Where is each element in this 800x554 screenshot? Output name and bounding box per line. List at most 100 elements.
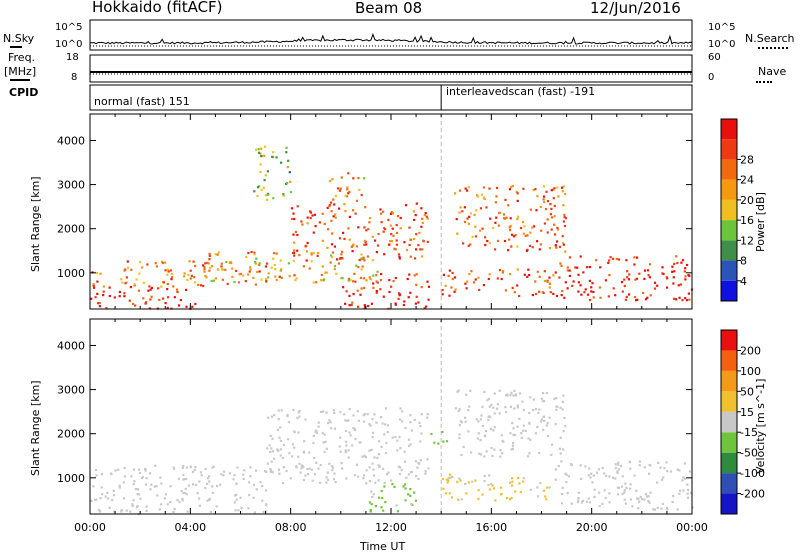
velocity-echo-cell	[384, 452, 388, 455]
power-echo-cell	[677, 284, 680, 287]
power-echo-cell	[360, 257, 363, 260]
power-echo-cell	[420, 255, 424, 258]
velocity-echo-cell	[364, 456, 367, 459]
velocity-echo-cell	[300, 467, 303, 470]
power-echo-cell	[528, 244, 532, 247]
velocity-echo-cell	[683, 462, 686, 465]
power-echo-cell	[395, 239, 398, 242]
power-echo-cell	[166, 283, 169, 286]
velocity-echo-cell	[687, 488, 690, 491]
power-echo-cell	[476, 195, 480, 198]
power-echo-cell	[482, 186, 485, 189]
velocity-echo-cell	[511, 477, 514, 480]
power-echo-cell	[566, 269, 569, 272]
power-echo-cell	[333, 203, 336, 206]
velocity-echo-cell	[242, 477, 245, 480]
power-ytick-label: 1000	[57, 267, 85, 280]
velocity-echo-cell	[211, 485, 214, 488]
power-echo-cell	[126, 260, 129, 263]
power-echo-cell	[361, 265, 364, 268]
velocity-echo-cell	[662, 476, 665, 479]
velocity-echo-cell	[418, 421, 421, 424]
velocity-echo-cell	[555, 397, 558, 400]
power-echo-cell	[604, 279, 607, 282]
power-echo-cell	[586, 293, 590, 296]
power-echo-cell	[288, 171, 291, 174]
velocity-echo-cell	[362, 477, 365, 480]
power-echo-cell	[653, 287, 657, 290]
velocity-echo-cell	[424, 472, 427, 475]
power-echo-cell	[352, 177, 355, 180]
power-echo-cell	[688, 274, 691, 277]
velocity-echo-cell	[154, 464, 157, 467]
power-echo-cell	[259, 171, 262, 174]
power-echo-cell	[286, 182, 289, 185]
power-echo-cell	[280, 276, 283, 279]
power-echo-cell	[539, 205, 542, 209]
power-echo-cell	[220, 262, 223, 265]
velocity-echo-cell	[419, 425, 422, 428]
velocity-echo-cell	[616, 486, 619, 489]
power-echo-cell	[393, 247, 396, 250]
power-echo-cell	[293, 254, 296, 257]
velocity-echo-cell	[623, 498, 626, 501]
velocity-echo-cell	[144, 483, 147, 486]
power-echo-cell	[399, 227, 402, 230]
velocity-echo-cell	[291, 443, 294, 446]
power-echo-cell	[224, 268, 227, 271]
power-echo-cell	[330, 210, 333, 213]
power-echo-cell	[134, 304, 137, 307]
power-colorbar-frame	[720, 118, 738, 302]
velocity-echo-cell	[464, 416, 467, 419]
power-echo-cell	[320, 273, 323, 277]
power-echo-cell	[194, 264, 197, 267]
power-echo-cell	[237, 281, 241, 284]
power-echo-cell	[467, 222, 470, 225]
velocity-colorbar-tick-label: 15	[740, 406, 754, 419]
velocity-echo-cell	[419, 440, 422, 443]
velocity-echo-cell	[486, 399, 489, 402]
velocity-echo-cell	[326, 471, 329, 474]
velocity-echo-cell	[92, 485, 95, 488]
power-echo-cell	[318, 221, 321, 224]
power-echo-cell	[390, 285, 393, 288]
power-echo-cell	[253, 251, 256, 254]
velocity-echo-cell	[656, 481, 659, 484]
velocity-echo-cell	[647, 500, 650, 503]
velocity-colorbar-segment	[721, 493, 737, 514]
velocity-echo-cell	[457, 389, 460, 392]
power-echo-cell	[633, 296, 637, 299]
velocity-echo-cell	[332, 478, 335, 481]
velocity-echo-cell	[199, 471, 202, 474]
power-echo-cell	[244, 280, 247, 283]
velocity-echo-cell	[629, 498, 632, 501]
power-echo-cell	[204, 262, 207, 265]
velocity-echo-cell	[460, 453, 463, 457]
velocity-colorbar-segment	[721, 473, 737, 494]
velocity-echo-cell	[266, 447, 269, 450]
power-echo-cell	[208, 269, 211, 272]
power-echo-cell	[258, 270, 261, 273]
power-echo-cell	[322, 278, 326, 281]
power-echo-cell	[453, 276, 457, 279]
power-echo-cell	[375, 251, 378, 254]
velocity-echo-cell	[682, 476, 685, 479]
velocity-echo-cell	[131, 503, 134, 506]
power-echo-cell	[333, 245, 336, 248]
velocity-echo-cell	[477, 489, 480, 492]
power-echo-cell	[458, 189, 461, 192]
power-echo-cell	[259, 147, 262, 150]
velocity-echo-cell	[333, 411, 336, 414]
velocity-echo-cell	[252, 483, 256, 486]
power-echo-cell	[245, 255, 248, 259]
velocity-echo-cell	[95, 474, 98, 477]
velocity-echo-cell	[417, 477, 420, 481]
velocity-echo-cell	[417, 462, 420, 465]
power-echo-cell	[304, 245, 307, 248]
power-echo-cell	[561, 190, 564, 193]
velocity-echo-cell	[131, 504, 134, 507]
power-echo-cell	[280, 161, 283, 164]
power-echo-cell	[376, 270, 379, 273]
power-echo-cell	[500, 277, 503, 281]
velocity-echo-cell	[445, 478, 448, 481]
